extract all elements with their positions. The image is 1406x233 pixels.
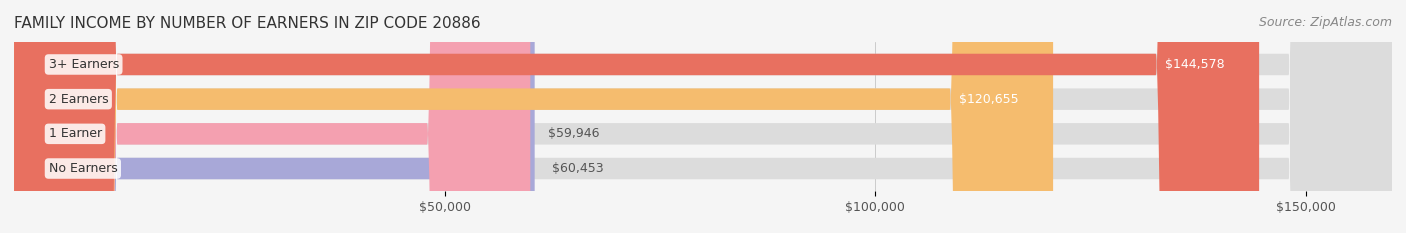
Text: Source: ZipAtlas.com: Source: ZipAtlas.com: [1258, 16, 1392, 29]
Text: No Earners: No Earners: [48, 162, 117, 175]
Text: 3+ Earners: 3+ Earners: [48, 58, 118, 71]
FancyBboxPatch shape: [14, 0, 534, 233]
FancyBboxPatch shape: [14, 0, 1392, 233]
Text: FAMILY INCOME BY NUMBER OF EARNERS IN ZIP CODE 20886: FAMILY INCOME BY NUMBER OF EARNERS IN ZI…: [14, 16, 481, 31]
FancyBboxPatch shape: [14, 0, 1392, 233]
FancyBboxPatch shape: [14, 0, 530, 233]
Text: $120,655: $120,655: [959, 93, 1019, 106]
Text: $59,946: $59,946: [547, 127, 599, 140]
FancyBboxPatch shape: [14, 0, 1392, 233]
FancyBboxPatch shape: [14, 0, 1260, 233]
Text: 2 Earners: 2 Earners: [48, 93, 108, 106]
Text: 1 Earner: 1 Earner: [48, 127, 101, 140]
Text: $144,578: $144,578: [1166, 58, 1225, 71]
FancyBboxPatch shape: [14, 0, 1053, 233]
Text: $60,453: $60,453: [553, 162, 603, 175]
FancyBboxPatch shape: [14, 0, 1392, 233]
